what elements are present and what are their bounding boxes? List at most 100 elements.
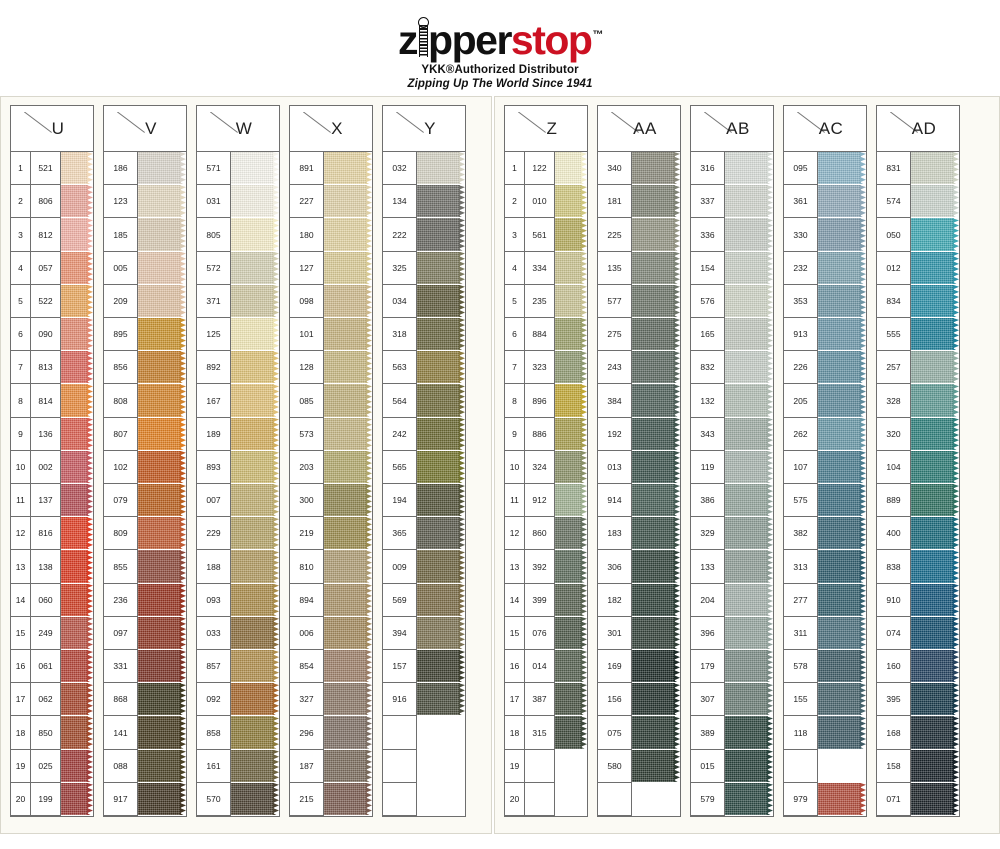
color-row[interactable]: 306 — [598, 550, 680, 584]
color-row[interactable]: 834 — [877, 284, 959, 319]
color-row[interactable]: 2 010 — [505, 185, 587, 219]
color-row[interactable]: 007 — [197, 484, 279, 518]
color-swatch[interactable] — [818, 185, 866, 219]
color-swatch[interactable] — [555, 251, 587, 285]
color-row[interactable]: 097 — [104, 616, 186, 651]
color-swatch[interactable] — [725, 550, 773, 584]
color-row[interactable]: 10 324 — [505, 450, 587, 485]
color-swatch[interactable] — [61, 218, 93, 252]
color-row[interactable]: 343 — [691, 417, 773, 451]
color-row[interactable]: 031 — [197, 185, 279, 219]
color-swatch[interactable] — [324, 517, 372, 551]
color-swatch[interactable] — [138, 749, 186, 783]
color-swatch[interactable] — [61, 417, 93, 451]
color-swatch[interactable] — [324, 417, 372, 451]
color-row[interactable]: 329 — [691, 517, 773, 551]
color-swatch[interactable] — [417, 616, 465, 651]
color-row[interactable]: 809 — [104, 517, 186, 551]
color-row[interactable]: 805 — [197, 218, 279, 252]
color-swatch[interactable] — [818, 782, 866, 817]
color-row[interactable]: 808 — [104, 384, 186, 418]
color-row[interactable]: 204 — [691, 583, 773, 617]
color-row[interactable]: 16 061 — [11, 650, 93, 684]
color-swatch[interactable] — [417, 185, 465, 219]
color-row[interactable]: 257 — [877, 351, 959, 385]
color-row[interactable]: 810 — [290, 550, 372, 584]
color-row[interactable]: 229 — [197, 517, 279, 551]
color-swatch[interactable] — [818, 218, 866, 252]
color-row[interactable]: 088 — [104, 749, 186, 783]
color-row[interactable] — [784, 749, 866, 783]
color-swatch[interactable] — [61, 284, 93, 319]
color-swatch[interactable] — [725, 716, 773, 750]
color-swatch[interactable] — [61, 318, 93, 352]
color-row[interactable]: 161 — [197, 749, 279, 783]
color-swatch[interactable] — [231, 384, 279, 418]
color-swatch[interactable] — [555, 450, 587, 485]
color-swatch[interactable] — [417, 417, 465, 451]
color-row[interactable]: 15 249 — [11, 616, 93, 651]
color-swatch[interactable] — [61, 716, 93, 750]
color-swatch[interactable] — [911, 152, 959, 186]
color-row[interactable]: 895 — [104, 318, 186, 352]
color-row[interactable]: 157 — [383, 650, 465, 684]
color-swatch[interactable] — [231, 484, 279, 518]
color-swatch[interactable] — [231, 251, 279, 285]
color-swatch[interactable] — [231, 517, 279, 551]
color-swatch[interactable] — [818, 384, 866, 418]
color-swatch[interactable] — [324, 716, 372, 750]
color-swatch[interactable] — [417, 749, 465, 783]
color-row[interactable]: 574 — [877, 185, 959, 219]
color-swatch[interactable] — [61, 251, 93, 285]
color-swatch[interactable] — [725, 152, 773, 186]
color-swatch[interactable] — [818, 616, 866, 651]
color-swatch[interactable] — [231, 782, 279, 817]
color-swatch[interactable] — [138, 384, 186, 418]
color-swatch[interactable] — [231, 616, 279, 651]
color-row[interactable]: 555 — [877, 318, 959, 352]
color-row[interactable]: 16 014 — [505, 650, 587, 684]
color-row[interactable]: 889 — [877, 484, 959, 518]
color-row[interactable]: 17 387 — [505, 683, 587, 717]
color-row[interactable]: 340 — [598, 152, 680, 186]
color-row[interactable]: 913 — [784, 318, 866, 352]
color-swatch[interactable] — [911, 616, 959, 651]
color-row[interactable]: 180 — [290, 218, 372, 252]
color-row[interactable]: 320 — [877, 417, 959, 451]
color-row[interactable]: 353 — [784, 284, 866, 319]
color-swatch[interactable] — [555, 417, 587, 451]
color-swatch[interactable] — [725, 218, 773, 252]
color-row[interactable]: 205 — [784, 384, 866, 418]
color-row[interactable]: 192 — [598, 417, 680, 451]
color-swatch[interactable] — [555, 218, 587, 252]
color-row[interactable]: 7 813 — [11, 351, 93, 385]
color-row[interactable]: 578 — [784, 650, 866, 684]
color-row[interactable]: 015 — [691, 749, 773, 783]
color-row[interactable]: 186 — [104, 152, 186, 186]
color-row[interactable]: 085 — [290, 384, 372, 418]
color-swatch[interactable] — [555, 782, 587, 817]
color-row[interactable]: 893 — [197, 450, 279, 485]
color-swatch[interactable] — [632, 583, 680, 617]
color-swatch[interactable] — [61, 616, 93, 651]
color-swatch[interactable] — [324, 650, 372, 684]
color-row[interactable]: 160 — [877, 650, 959, 684]
color-swatch[interactable] — [417, 683, 465, 717]
color-row[interactable]: 311 — [784, 616, 866, 651]
color-swatch[interactable] — [417, 583, 465, 617]
color-row[interactable]: 093 — [197, 583, 279, 617]
color-swatch[interactable] — [324, 185, 372, 219]
color-swatch[interactable] — [818, 749, 866, 783]
color-swatch[interactable] — [138, 716, 186, 750]
color-swatch[interactable] — [911, 384, 959, 418]
color-row[interactable]: 165 — [691, 318, 773, 352]
color-swatch[interactable] — [818, 550, 866, 584]
color-row[interactable]: 18 850 — [11, 716, 93, 750]
color-swatch[interactable] — [231, 351, 279, 385]
color-swatch[interactable] — [324, 683, 372, 717]
color-row[interactable]: 18 315 — [505, 716, 587, 750]
color-swatch[interactable] — [632, 517, 680, 551]
color-row[interactable]: 891 — [290, 152, 372, 186]
color-swatch[interactable] — [632, 251, 680, 285]
color-swatch[interactable] — [417, 318, 465, 352]
